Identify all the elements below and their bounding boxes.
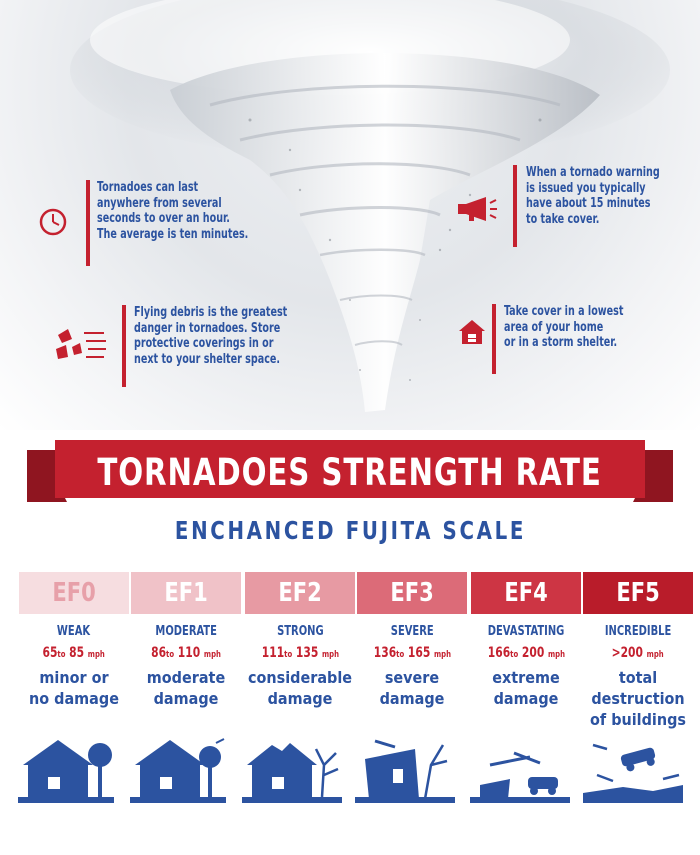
ef-level-badge: EF3 — [357, 572, 467, 614]
ef-column-ef2: EF2 STRONG 111to 135 mph considerable damag… — [245, 572, 355, 709]
ef-level-badge: EF5 — [583, 572, 693, 614]
tornado-illustration — [0, 0, 700, 430]
callout-text: Take cover in a lowest area of your home… — [504, 304, 624, 350]
callout-shelter: Take cover in a lowest area of your home… — [492, 304, 662, 374]
callout-text: Tornadoes can last anywhere from several… — [97, 180, 249, 242]
ef-damage: severe damage — [379, 668, 445, 708]
ef-wind-speed: 86to 110 mph — [151, 645, 221, 661]
callout-bar — [492, 304, 496, 374]
ef-damage: total destruction of buildings — [590, 668, 686, 729]
callout-warning: When a tornado warning is issued you typ… — [513, 165, 663, 247]
ef-column-ef1: EF1 MODERATE 86to 110 mph moderate damage — [131, 572, 241, 709]
page-subtitle: ENCHANCED FUJITA SCALE — [174, 516, 526, 545]
ef-level-badge: EF2 — [245, 572, 355, 614]
ef-damage: extreme damage — [492, 668, 560, 708]
destroyed-area-icon — [583, 743, 683, 803]
ef-category: WEAK — [57, 624, 91, 639]
debris-icon — [54, 325, 108, 367]
house-extreme-damage-icon — [470, 751, 570, 803]
ef-column-ef4: EF4 DEVASTATING 166to 200 mph extreme damag… — [471, 572, 581, 709]
callout-bar — [86, 180, 90, 266]
ef-wind-speed: 65to 85 mph — [42, 645, 106, 661]
page-title: TORNADOES STRENGTH RATE — [97, 451, 603, 494]
ef-damage: considerable damage — [247, 668, 353, 708]
ef-wind-speed: >200 mph — [611, 645, 665, 661]
callout-duration: Tornadoes can last anywhere from several… — [86, 180, 276, 266]
ef-column-ef5: EF5 INCREDIBLE >200 mph total destruction o… — [583, 572, 693, 730]
ef-damage: minor or no damage — [29, 668, 119, 708]
ef-column-ef3: EF3 SEVERE 136to 165 mph severe damage — [357, 572, 467, 709]
ef-wind-speed: 136to 165 mph — [373, 645, 451, 661]
house-roof-damage-icon — [242, 743, 342, 803]
ef-category: MODERATE — [155, 624, 217, 639]
ef-level-badge: EF4 — [471, 572, 581, 614]
house-intact-icon — [18, 740, 114, 803]
ef-category: DEVASTATING — [487, 624, 565, 639]
ef-level-badge: EF1 — [131, 572, 241, 614]
house-icon — [457, 318, 487, 350]
clock-icon — [38, 207, 68, 241]
callout-text: Flying debris is the greatest danger in … — [134, 305, 288, 367]
tornado-graphic — [70, 0, 670, 413]
ef-level-badge: EF0 — [19, 572, 129, 614]
ef-category: SEVERE — [390, 624, 434, 639]
ef-category: INCREDIBLE — [604, 624, 672, 639]
title-banner: TORNADOES STRENGTH RATE — [27, 440, 673, 506]
ef-wind-speed: 166to 200 mph — [487, 645, 565, 661]
callout-bar — [122, 305, 126, 387]
callout-text: When a tornado warning is issued you typ… — [526, 165, 660, 227]
megaphone-icon — [456, 195, 500, 227]
ef-column-ef0: EF0 WEAK 65to 85 mph minor or no damage — [19, 572, 129, 709]
ef-category: STRONG — [276, 624, 324, 639]
house-severe-damage-icon — [355, 739, 455, 803]
callout-debris: Flying debris is the greatest danger in … — [122, 305, 312, 387]
ef-wind-speed: 111to 135 mph — [261, 645, 339, 661]
callout-bar — [513, 165, 517, 247]
ef-damage: moderate damage — [146, 668, 226, 708]
house-minor-damage-icon — [130, 738, 226, 803]
